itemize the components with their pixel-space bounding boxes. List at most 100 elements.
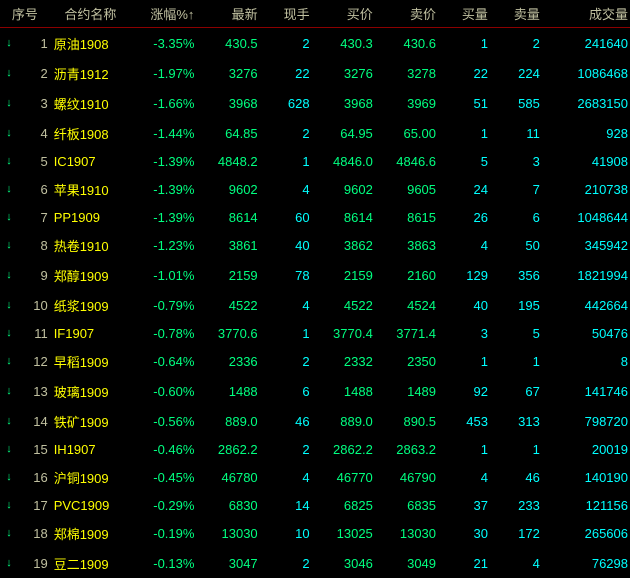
- down-arrow-icon: ↓: [0, 260, 18, 290]
- current-volume: 2: [260, 346, 312, 376]
- contract-name: IH1907: [50, 436, 131, 462]
- table-row[interactable]: ↓12早稻1909-0.64%2336223322350118: [0, 346, 630, 376]
- table-row[interactable]: ↓17PVC1909-0.29%683014682568353723312115…: [0, 492, 630, 518]
- bid-volume: 24: [438, 174, 490, 204]
- header-current-volume[interactable]: 现手: [260, 0, 312, 28]
- table-row[interactable]: ↓10纸浆1909-0.79%452244522452440195442664: [0, 290, 630, 320]
- bid-price: 8614: [312, 204, 375, 230]
- table-row[interactable]: ↓9郑醇1909-1.01%21597821592160129356182199…: [0, 260, 630, 290]
- ask-price: 890.5: [375, 406, 438, 436]
- table-row[interactable]: ↓11IF1907-0.78%3770.613770.43771.4355047…: [0, 320, 630, 346]
- header-bid-volume[interactable]: 买量: [438, 0, 490, 28]
- bid-volume: 21: [438, 548, 490, 578]
- bid-volume: 129: [438, 260, 490, 290]
- bid-price: 3276: [312, 58, 375, 88]
- current-volume: 6: [260, 376, 312, 406]
- table-row[interactable]: ↓18郑棉1909-0.19%1303010130251303030172265…: [0, 518, 630, 548]
- ask-volume: 4: [490, 548, 542, 578]
- bid-price: 2332: [312, 346, 375, 376]
- ask-volume: 11: [490, 118, 542, 148]
- ask-volume: 67: [490, 376, 542, 406]
- row-index: 8: [18, 230, 50, 260]
- header-bid-price[interactable]: 买价: [312, 0, 375, 28]
- bid-price: 13025: [312, 518, 375, 548]
- total-volume: 140190: [542, 462, 630, 492]
- contract-name: IF1907: [50, 320, 131, 346]
- current-volume: 22: [260, 58, 312, 88]
- current-volume: 14: [260, 492, 312, 518]
- down-arrow-icon: ↓: [0, 88, 18, 118]
- ask-volume: 3: [490, 148, 542, 174]
- header-last-price[interactable]: 最新: [196, 0, 259, 28]
- ask-price: 8615: [375, 204, 438, 230]
- bid-price: 64.95: [312, 118, 375, 148]
- table-row[interactable]: ↓15IH1907-0.46%2862.222862.22863.2112001…: [0, 436, 630, 462]
- contract-name: 沥青1912: [50, 58, 131, 88]
- total-volume: 8: [542, 346, 630, 376]
- ask-price: 9605: [375, 174, 438, 204]
- last-price: 430.5: [196, 28, 259, 59]
- header-index[interactable]: 序号: [0, 0, 50, 28]
- last-price: 2159: [196, 260, 259, 290]
- table-row[interactable]: ↓5IC1907-1.39%4848.214846.04846.65341908: [0, 148, 630, 174]
- change-pct: -1.66%: [131, 88, 196, 118]
- bid-price: 46770: [312, 462, 375, 492]
- down-arrow-icon: ↓: [0, 462, 18, 492]
- table-row[interactable]: ↓16沪铜1909-0.45%4678044677046790446140190: [0, 462, 630, 492]
- bid-volume: 37: [438, 492, 490, 518]
- ask-volume: 5: [490, 320, 542, 346]
- change-pct: -1.01%: [131, 260, 196, 290]
- bid-volume: 30: [438, 518, 490, 548]
- table-row[interactable]: ↓6苹果1910-1.39%9602496029605247210738: [0, 174, 630, 204]
- bid-volume: 92: [438, 376, 490, 406]
- table-row[interactable]: ↓4纤板1908-1.44%64.85264.9565.00111928: [0, 118, 630, 148]
- contract-name: PVC1909: [50, 492, 131, 518]
- table-row[interactable]: ↓2沥青1912-1.97%32762232763278222241086468: [0, 58, 630, 88]
- bid-price: 430.3: [312, 28, 375, 59]
- down-arrow-icon: ↓: [0, 376, 18, 406]
- table-row[interactable]: ↓14铁矿1909-0.56%889.046889.0890.545331379…: [0, 406, 630, 436]
- contract-name: 原油1908: [50, 28, 131, 59]
- header-contract-name[interactable]: 合约名称: [50, 0, 131, 28]
- down-arrow-icon: ↓: [0, 492, 18, 518]
- bid-price: 6825: [312, 492, 375, 518]
- ask-volume: 6: [490, 204, 542, 230]
- down-arrow-icon: ↓: [0, 118, 18, 148]
- table-row[interactable]: ↓13玻璃1909-0.60%14886148814899267141746: [0, 376, 630, 406]
- current-volume: 628: [260, 88, 312, 118]
- table-row[interactable]: ↓7PP1909-1.39%861460861486152661048644: [0, 204, 630, 230]
- bid-price: 3968: [312, 88, 375, 118]
- table-row[interactable]: ↓19豆二1909-0.13%304723046304921476298: [0, 548, 630, 578]
- contract-name: 苹果1910: [50, 174, 131, 204]
- change-pct: -1.23%: [131, 230, 196, 260]
- change-pct: -3.35%: [131, 28, 196, 59]
- last-price: 3861: [196, 230, 259, 260]
- header-change-pct[interactable]: 涨幅%↑: [131, 0, 196, 28]
- ask-volume: 233: [490, 492, 542, 518]
- header-total-volume[interactable]: 成交量: [542, 0, 630, 28]
- down-arrow-icon: ↓: [0, 174, 18, 204]
- table-row[interactable]: ↓8热卷1910-1.23%38614038623863450345942: [0, 230, 630, 260]
- contract-name: 郑棉1909: [50, 518, 131, 548]
- total-volume: 1086468: [542, 58, 630, 88]
- row-index: 17: [18, 492, 50, 518]
- ask-price: 3771.4: [375, 320, 438, 346]
- ask-price: 65.00: [375, 118, 438, 148]
- contract-name: 纤板1908: [50, 118, 131, 148]
- ask-price: 13030: [375, 518, 438, 548]
- table-row[interactable]: ↓1原油1908-3.35%430.52430.3430.612241640: [0, 28, 630, 59]
- bid-price: 1488: [312, 376, 375, 406]
- header-ask-volume[interactable]: 卖量: [490, 0, 542, 28]
- header-ask-price[interactable]: 卖价: [375, 0, 438, 28]
- ask-volume: 356: [490, 260, 542, 290]
- total-volume: 41908: [542, 148, 630, 174]
- ask-price: 6835: [375, 492, 438, 518]
- last-price: 889.0: [196, 406, 259, 436]
- row-index: 19: [18, 548, 50, 578]
- row-index: 2: [18, 58, 50, 88]
- bid-volume: 51: [438, 88, 490, 118]
- table-row[interactable]: ↓3螺纹1910-1.66%39686283968396951585268315…: [0, 88, 630, 118]
- change-pct: -1.39%: [131, 204, 196, 230]
- row-index: 5: [18, 148, 50, 174]
- ask-price: 4846.6: [375, 148, 438, 174]
